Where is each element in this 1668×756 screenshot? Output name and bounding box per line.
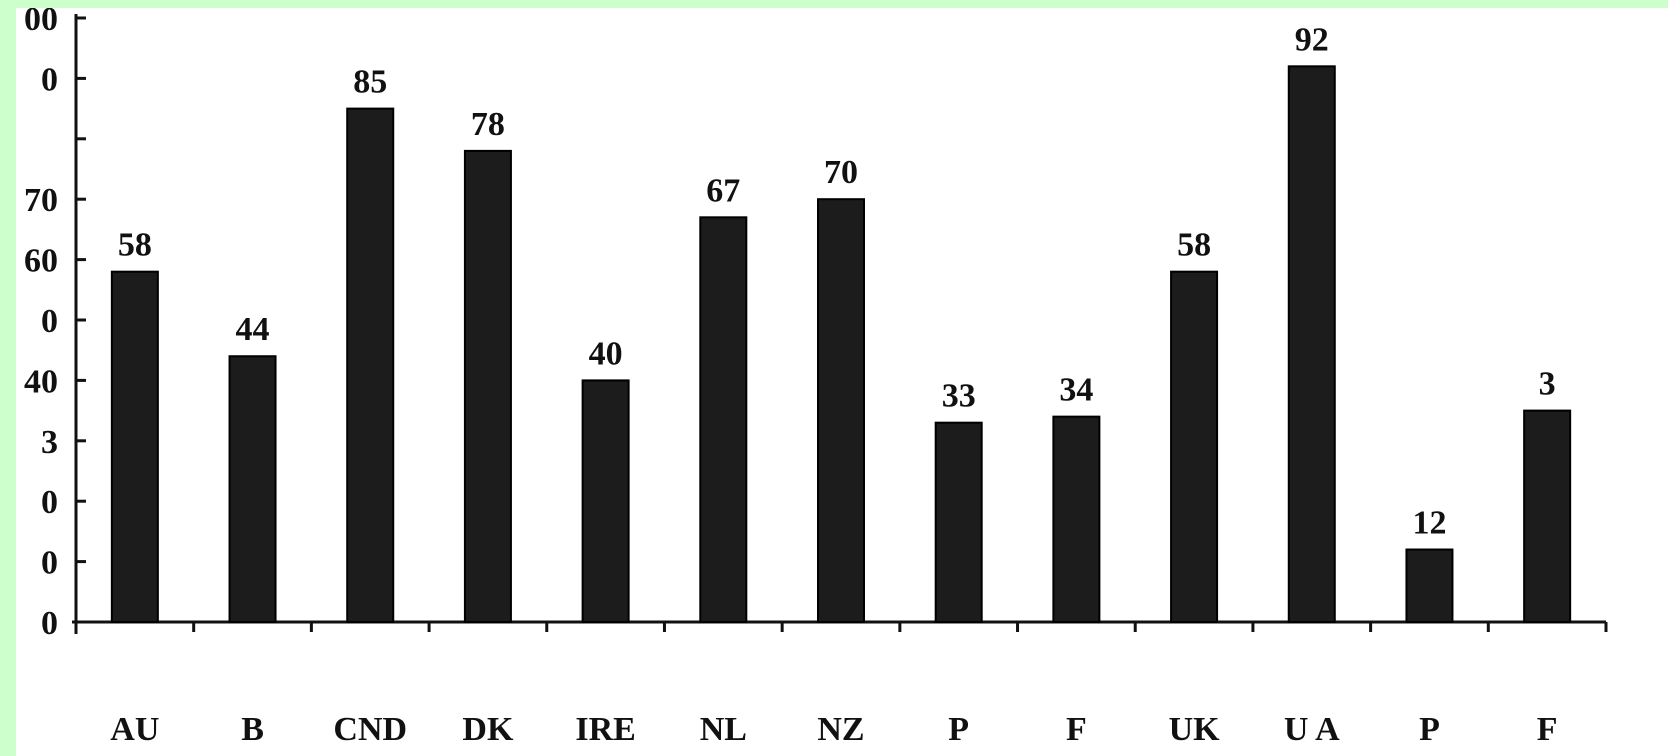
value-label: 33 [942,378,976,415]
category-label: CND [333,711,407,748]
category-label: P [948,711,969,748]
value-label: 70 [824,154,858,191]
y-tick-label: 0 [41,605,58,642]
bar [1405,548,1454,624]
y-tick-label: 0 [41,303,58,340]
value-label: 44 [236,311,270,348]
y-tick-label: 40 [24,363,58,400]
value-label: 40 [589,335,623,372]
bar [228,355,277,623]
category-label: IRE [575,711,635,748]
value-label: 92 [1295,21,1329,58]
x-axis [72,620,1608,632]
value-label: 3 [1539,366,1556,403]
y-tick-label: 60 [24,243,58,280]
bar [817,198,865,623]
y-tick-label: 0 [41,61,58,98]
bar [581,379,630,623]
bar [463,149,512,623]
y-tick-label: 00 [24,8,58,38]
category-label: NL [700,711,747,748]
y-tick-label: 70 [24,182,58,219]
bars [110,65,1572,624]
value-label: 67 [706,172,740,209]
y-tick-label: 0 [41,484,58,521]
value-label: 34 [1059,372,1093,409]
y-tick-label: 3 [41,424,58,461]
category-label: F [1537,711,1558,748]
category-label: NZ [817,711,864,748]
category-label: P [1419,711,1440,748]
value-label: 78 [471,106,505,143]
value-label: 58 [118,227,152,264]
bar [1287,65,1336,623]
category-label: UK [1169,711,1221,748]
bar [934,421,983,623]
category-label: F [1066,711,1087,748]
category-label: B [241,711,264,748]
bar [1170,270,1219,623]
value-label: 58 [1177,227,1211,264]
y-tick-label: 0 [41,545,58,582]
bar [1052,415,1101,624]
value-labels: 58 44 85 78 40 67 70 33 34 58 92 12 3 [118,21,1556,541]
category-labels: AU B CND DK IRE NL NZ P F UK U A P F [110,711,1557,748]
category-label: DK [462,711,514,748]
value-label: 12 [1412,505,1446,542]
chart-frame: 0 0 0 3 40 0 60 70 0 00 58 44 85 78 40 67 70 33 34 58 92 12 3… [16,8,1668,756]
bar [699,216,748,623]
category-label: AU [110,711,159,748]
bar [110,270,159,623]
value-label: 85 [353,64,387,101]
category-label: U A [1284,711,1340,748]
bar [346,107,395,624]
bar [1523,409,1572,623]
